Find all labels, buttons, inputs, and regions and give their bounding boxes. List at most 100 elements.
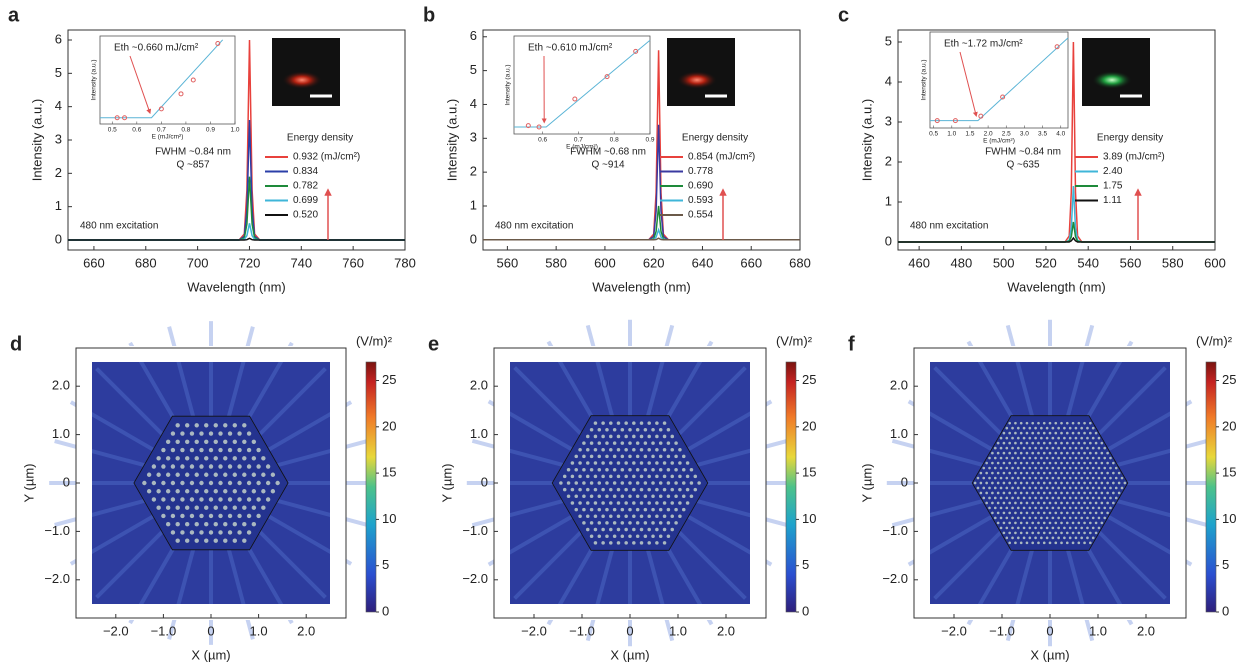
field-spot [647,527,651,532]
field-spot [670,474,674,479]
field-spot [674,521,678,525]
field-spot [666,481,671,485]
field-spot [624,514,628,519]
inset-point [158,106,164,112]
field-spot [597,494,602,499]
field-spot [639,487,644,492]
x-tick-label: 600 [594,255,616,270]
field-spot [589,494,594,499]
field-spot [624,461,628,465]
field-spot [1014,491,1017,495]
field-spot [1040,466,1043,470]
x-tick-label: 600 [1204,255,1226,270]
field-ray [95,367,166,438]
field-spot [616,434,621,439]
field-spot [693,487,698,492]
field-spot [1083,451,1086,455]
field-spot [993,456,997,460]
field-spot [251,505,257,510]
field-spot [1074,426,1078,430]
field-spot [1065,421,1069,425]
field-spot [999,456,1003,460]
field-spot [218,530,223,535]
field-spot [1014,511,1017,515]
legend-label: 2.40 [1103,166,1123,177]
field-spot [1002,491,1006,495]
field-spot [275,480,280,486]
field-spot [593,487,598,492]
field-spot [161,480,166,486]
field-spot [175,439,180,444]
field-spot [1042,441,1046,445]
field-spot [616,421,621,425]
field-spot [999,486,1003,490]
y-tick-label: 2 [55,165,62,180]
field-spot [208,513,214,519]
field-spot [1060,481,1063,485]
field-spot [666,494,671,499]
field-spot [1086,506,1089,510]
y-tick-label: −2.0 [462,571,488,586]
field-spot [1025,491,1029,495]
field-ray [676,529,747,600]
legend-label: 1.75 [1103,181,1123,192]
field-spot [1005,536,1009,540]
field-spot [165,522,171,527]
field-spot [256,480,261,486]
field-spot [1080,466,1084,470]
field-spot [1091,496,1095,500]
field-spot [1040,536,1043,540]
field-spot [170,480,176,486]
field-spot [612,441,617,445]
field-spot [1025,481,1029,485]
field-spot [605,467,609,472]
field-spot [1002,451,1006,455]
field-spot [1048,431,1052,435]
field-spot [246,530,252,535]
field-spot [1089,491,1092,495]
field-spot [566,467,571,472]
field-spot [194,538,199,543]
field-spot [682,507,686,512]
field-spot [1060,511,1063,515]
field-spot [666,467,671,472]
field-spot [682,481,686,485]
field-spot [1017,436,1020,440]
field-spot [574,507,578,512]
field-spot [1063,536,1066,540]
field-spot [1068,526,1072,530]
field-spot [996,491,1000,495]
excitation-note: 480 nm excitation [495,221,573,232]
field-spot [1045,486,1049,490]
colorbar-tick-label: 25 [1222,372,1236,387]
field-spot [662,501,667,505]
field-spot [1065,481,1069,485]
field-spot [1094,511,1098,515]
field-spot [256,464,261,469]
field-spot [593,434,598,439]
field-spot [1045,536,1049,540]
field-spot [993,516,997,520]
field-spot [1109,456,1112,460]
field-spot [632,461,636,465]
field-spot [639,474,644,479]
inset-x-label: E (mJ/cm²) [566,144,598,151]
field-spot [1037,511,1040,515]
field-spot [589,467,594,472]
field-spot [658,467,663,472]
field-spot [624,474,628,479]
field-spot [1042,431,1046,435]
field-spot [1022,436,1026,440]
x-tick-label: 2.0 [1137,623,1155,638]
field-spot [1106,481,1109,485]
field-spot [996,481,1000,485]
field-spot [1063,476,1066,480]
inset-point [978,113,984,119]
field-spot [674,454,678,459]
field-spot [999,466,1003,470]
field-spot [647,421,651,425]
field-spot [662,434,667,439]
field-spot [1068,446,1072,450]
field-spot [1054,491,1058,495]
field-spot [223,522,228,527]
